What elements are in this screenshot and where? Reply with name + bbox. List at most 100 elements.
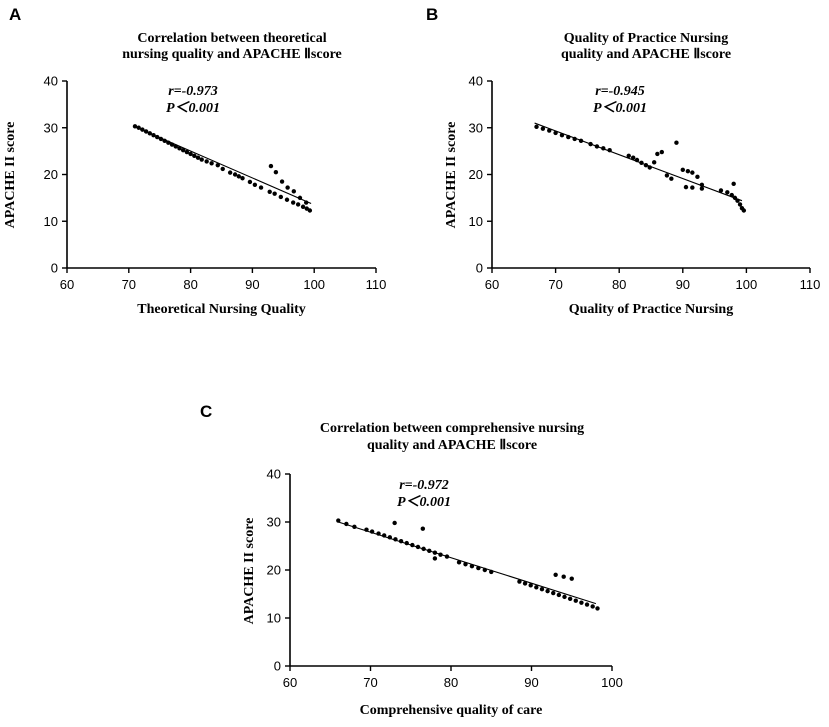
data-point-a-40 [273, 169, 279, 175]
data-point-a-13 [180, 147, 186, 153]
data-point-a-30 [267, 189, 272, 194]
y-axis-label-b: APACHE II score [444, 122, 459, 229]
data-point-a-4 [147, 131, 153, 136]
data-point-b-11 [607, 147, 612, 153]
data-point-a-11 [173, 144, 178, 149]
data-point-b-31 [699, 186, 705, 191]
data-point-a-39 [268, 163, 274, 169]
x-tick-label-b-60: 60 [485, 277, 499, 292]
stat-annotation-a-1: r=-0.973 [168, 84, 218, 99]
data-point-c-25 [522, 581, 528, 586]
x-tick-label-b-70: 70 [548, 277, 562, 292]
data-point-c-34 [573, 598, 578, 603]
data-point-a-20 [209, 161, 214, 166]
data-point-b-15 [639, 160, 644, 166]
data-point-b-29 [683, 184, 689, 190]
data-point-a-33 [284, 197, 290, 202]
data-point-b-27 [695, 174, 700, 180]
data-point-b-14 [634, 157, 640, 163]
data-point-a-6 [155, 134, 160, 140]
x-tick-label-b-100: 100 [736, 277, 758, 292]
data-point-a-29 [258, 185, 264, 190]
data-point-a-32 [278, 194, 284, 200]
data-point-b-0 [534, 124, 539, 130]
data-point-a-15 [188, 151, 193, 157]
x-tick-label-a-110: 110 [366, 277, 387, 292]
x-tick-label-a-100: 100 [303, 277, 325, 292]
y-tick-label-a-40: 40 [44, 74, 58, 89]
chart-title-a-line-1: Correlation between theoretical [137, 31, 326, 46]
data-point-a-16 [192, 153, 197, 158]
data-point-c-7 [387, 535, 393, 540]
y-tick-label-a-10: 10 [44, 214, 58, 229]
data-point-c-17 [444, 554, 450, 559]
data-point-b-12 [626, 153, 631, 158]
data-point-a-10 [169, 142, 175, 147]
data-point-c-27 [534, 585, 539, 590]
y-axis-label-c: APACHE II score [242, 518, 257, 625]
data-point-a-24 [232, 172, 238, 177]
x-tick-label-a-80: 80 [183, 277, 197, 292]
data-point-c-31 [556, 592, 562, 598]
data-point-c-41 [553, 572, 558, 577]
data-point-b-39 [741, 208, 747, 213]
data-point-c-15 [432, 550, 438, 555]
y-tick-label-c-30: 30 [267, 515, 281, 530]
data-point-b-21 [664, 173, 670, 178]
data-point-c-37 [590, 604, 595, 609]
data-point-c-28 [539, 587, 545, 592]
data-point-b-22 [669, 176, 674, 181]
data-point-a-22 [220, 166, 225, 172]
data-point-c-26 [528, 583, 533, 588]
data-point-a-7 [158, 136, 164, 142]
data-point-a-17 [195, 155, 201, 160]
data-point-a-18 [199, 157, 204, 162]
data-point-a-36 [300, 204, 306, 209]
data-point-b-19 [655, 151, 660, 157]
x-axis-label-c: Comprehensive quality of care [360, 703, 543, 718]
data-point-b-33 [725, 190, 730, 195]
panel-label-c: C [200, 402, 213, 421]
data-point-c-43 [569, 576, 574, 581]
x-tick-label-c-80: 80 [444, 675, 458, 690]
data-point-c-29 [545, 588, 550, 594]
data-point-a-41 [279, 179, 285, 184]
data-point-b-8 [588, 141, 593, 147]
data-point-a-1 [136, 125, 141, 130]
x-tick-label-b-110: 110 [800, 277, 821, 292]
data-point-c-18 [456, 560, 462, 565]
data-point-b-18 [651, 160, 657, 165]
data-point-c-35 [579, 600, 584, 605]
data-point-a-28 [252, 182, 258, 187]
stat-annotation-b-1: r=-0.945 [595, 84, 645, 99]
data-point-a-35 [295, 202, 301, 207]
data-point-c-42 [561, 574, 566, 579]
stat-annotation-a-2: P＜0.001 [166, 100, 220, 116]
stat-annotation-c-2: P＜0.001 [397, 494, 451, 510]
y-tick-label-b-30: 30 [469, 120, 483, 135]
data-point-b-25 [685, 169, 691, 174]
x-tick-label-c-70: 70 [363, 675, 377, 690]
data-point-c-12 [415, 544, 421, 550]
data-point-c-39 [392, 520, 397, 526]
stat-annotation-b-2: P＜0.001 [593, 100, 647, 116]
data-point-a-26 [240, 176, 245, 181]
data-point-a-38 [307, 208, 313, 213]
data-point-b-5 [566, 134, 571, 140]
data-point-a-34 [290, 200, 296, 205]
data-point-b-16 [643, 162, 649, 168]
data-point-c-3 [364, 527, 369, 532]
data-point-c-8 [393, 537, 398, 542]
data-point-b-1 [540, 126, 546, 131]
data-point-a-9 [166, 140, 171, 145]
data-point-b-9 [594, 144, 600, 149]
data-point-c-11 [410, 542, 415, 548]
x-tick-label-a-90: 90 [245, 277, 259, 292]
y-tick-label-a-0: 0 [51, 261, 58, 276]
data-point-c-40 [420, 526, 426, 531]
data-point-b-6 [572, 136, 577, 142]
data-point-b-34 [729, 192, 734, 198]
data-point-a-0 [132, 124, 138, 129]
data-point-b-3 [553, 130, 558, 136]
data-point-b-37 [737, 202, 743, 207]
